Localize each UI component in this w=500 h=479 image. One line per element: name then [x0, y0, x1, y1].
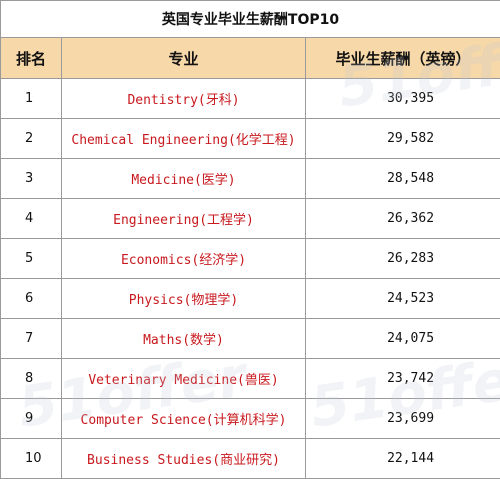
table-row: 6 Physics(物理学) 24,523: [0, 278, 500, 319]
table-row: 10 Business Studies(商业研究) 22,144: [0, 438, 500, 479]
salary-cell: 29,582: [304, 118, 500, 159]
salary-cell: 28,548: [304, 158, 500, 199]
salary-cell: 24,523: [304, 278, 500, 319]
title-row: 英国专业毕业生薪酬TOP10: [0, 0, 500, 38]
rank-cell: 8: [0, 358, 62, 399]
rank-cell: 9: [0, 398, 62, 439]
table-row: 5 Economics(经济学) 26,283: [0, 238, 500, 279]
table-row: 7 Maths(数学) 24,075: [0, 318, 500, 359]
salary-cell: 24,075: [304, 318, 500, 359]
salary-cell: 22,144: [304, 438, 500, 479]
salary-cell: 23,742: [304, 358, 500, 399]
table-row: 8 Veterinary Medicine(兽医) 23,742: [0, 358, 500, 399]
table-row: 4 Engineering(工程学) 26,362: [0, 198, 500, 239]
rank-cell: 4: [0, 198, 62, 239]
table-row: 9 Computer Science(计算机科学) 23,699: [0, 398, 500, 439]
salary-cell: 30,395: [304, 78, 500, 119]
major-header: 专业: [61, 37, 306, 79]
rank-cell: 1: [0, 78, 62, 119]
rank-cell: 5: [0, 238, 62, 279]
header-row: 排名 专业 毕业生薪酬（英镑）: [0, 37, 500, 79]
major-cell: Engineering(工程学): [61, 198, 306, 239]
table-row: 1 Dentistry(牙科) 30,395: [0, 78, 500, 119]
table-row: 2 Chemical Engineering(化学工程) 29,582: [0, 118, 500, 159]
table-title: 英国专业毕业生薪酬TOP10: [0, 0, 500, 38]
major-cell: Maths(数学): [61, 318, 306, 359]
salary-cell: 26,283: [304, 238, 500, 279]
major-cell: Veterinary Medicine(兽医): [61, 358, 306, 399]
major-cell: Dentistry(牙科): [61, 78, 306, 119]
salary-header: 毕业生薪酬（英镑）: [304, 37, 500, 79]
major-cell: Chemical Engineering(化学工程): [61, 118, 306, 159]
major-cell: Medicine(医学): [61, 158, 306, 199]
major-cell: Physics(物理学): [61, 278, 306, 319]
rank-header: 排名: [0, 37, 62, 79]
salary-cell: 26,362: [304, 198, 500, 239]
major-cell: Economics(经济学): [61, 238, 306, 279]
rank-cell: 2: [0, 118, 62, 159]
rank-cell: 7: [0, 318, 62, 359]
rank-cell: 3: [0, 158, 62, 199]
major-cell: Business Studies(商业研究): [61, 438, 306, 479]
table-row: 3 Medicine(医学) 28,548: [0, 158, 500, 199]
rank-cell: 6: [0, 278, 62, 319]
major-cell: Computer Science(计算机科学): [61, 398, 306, 439]
salary-cell: 23,699: [304, 398, 500, 439]
rank-cell: 10: [0, 438, 62, 479]
